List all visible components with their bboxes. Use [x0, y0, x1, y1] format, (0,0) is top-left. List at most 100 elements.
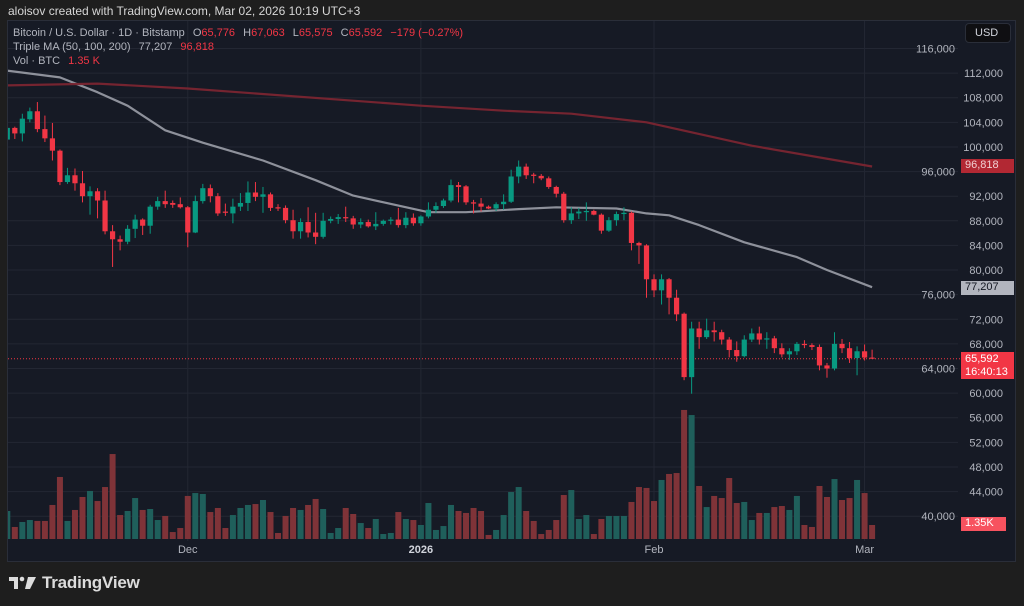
legend-symbol-row[interactable]: Bitcoin / U.S. Dollar · 1D · Bitstamp O6… — [13, 26, 463, 40]
candle — [628, 211, 635, 251]
candle-body — [696, 328, 702, 338]
low-value: 65,575 — [298, 27, 333, 39]
candle — [192, 195, 198, 234]
candle-body — [72, 175, 78, 184]
candle-body — [621, 212, 627, 215]
volume-bar — [49, 504, 56, 539]
candle-body — [704, 330, 710, 338]
volume-bar — [432, 529, 439, 539]
candle — [448, 179, 454, 203]
volume-bar — [778, 506, 785, 539]
volume-value: 1.35 K — [68, 55, 100, 67]
candle — [553, 185, 559, 198]
candle-body — [380, 220, 386, 224]
candle — [373, 212, 379, 231]
y-tick-label: 68,000 — [969, 339, 1003, 351]
candle — [380, 219, 386, 226]
y-tick-label: 40,000 — [921, 511, 955, 523]
legend-ma-row[interactable]: Triple MA (50, 100, 200) 77,207 96,818 — [13, 40, 463, 54]
candle-body — [568, 213, 574, 221]
plot-area — [8, 69, 960, 539]
chart-credit: aloisov created with TradingView.com, Ma… — [8, 4, 361, 18]
volume-bar — [771, 507, 778, 539]
volume-bar — [237, 507, 244, 539]
y-tick-label: 112,000 — [964, 68, 1003, 80]
candle — [170, 200, 176, 208]
candle — [425, 202, 432, 219]
volume-bar — [56, 476, 63, 539]
candle-body — [809, 345, 815, 347]
candle-body — [305, 222, 311, 233]
volume-bar — [117, 515, 124, 539]
chart-panel[interactable] — [7, 20, 1016, 562]
volume-bar — [87, 490, 94, 539]
volume-bar — [455, 510, 462, 539]
candle-body — [34, 111, 40, 130]
candle — [591, 209, 597, 216]
candle — [794, 342, 800, 355]
candle — [831, 332, 838, 371]
y-tick-label: 60,000 — [969, 388, 1003, 400]
tradingview-logo[interactable]: TradingView — [9, 573, 140, 593]
ma200-value: 96,818 — [180, 41, 215, 53]
volume-bar — [11, 526, 18, 539]
y-tick-label: 116,000 — [916, 44, 955, 56]
candle-body — [485, 206, 492, 209]
candle — [49, 122, 56, 161]
candle-body — [350, 218, 356, 225]
volume-bar — [275, 532, 282, 539]
candle-body — [440, 200, 447, 207]
ma200-price-tag: 96,818 — [961, 159, 1014, 173]
candle-body — [508, 176, 514, 202]
volume-bar — [538, 534, 545, 539]
volume-bar — [613, 515, 620, 539]
volume-bar — [327, 532, 334, 539]
volume-bar — [651, 501, 658, 539]
candle-body — [531, 174, 537, 176]
candle-body — [786, 351, 792, 355]
volume-bar — [380, 534, 387, 539]
volume-bar — [71, 509, 78, 539]
volume-bar — [207, 512, 214, 539]
candle — [403, 212, 409, 229]
candle — [155, 196, 161, 210]
candle — [583, 202, 589, 221]
candle-body — [553, 186, 559, 194]
candle-body — [125, 228, 131, 242]
currency-button[interactable]: USD — [965, 23, 1011, 43]
candle-body — [846, 348, 853, 359]
volume-bar — [387, 532, 394, 539]
candle — [237, 193, 244, 211]
volume-bar — [447, 504, 454, 539]
volume-bar — [312, 498, 319, 539]
y-tick-label: 64,000 — [921, 364, 955, 376]
volume-bar — [102, 487, 109, 539]
volume-bar — [831, 479, 838, 539]
volume-bar — [282, 515, 289, 539]
candle-body — [711, 330, 717, 333]
candle-body — [854, 351, 860, 359]
candle — [463, 185, 469, 205]
candle — [764, 332, 770, 349]
candle-body — [673, 297, 680, 315]
candle-body — [606, 220, 612, 231]
volume-bar — [267, 512, 274, 539]
candle — [749, 328, 755, 343]
volume-bar — [681, 409, 688, 539]
candle-body — [598, 214, 604, 231]
candle-body — [260, 194, 266, 197]
candle — [621, 207, 627, 221]
candle — [546, 176, 552, 189]
candle-body — [689, 328, 695, 378]
candle — [681, 312, 687, 381]
volume-bar — [493, 529, 500, 539]
volume-bar — [34, 520, 41, 539]
symbol-description: Bitcoin / U.S. Dollar · 1D · Bitstamp — [13, 27, 185, 39]
legend-volume-row[interactable]: Vol · BTC 1.35 K — [13, 54, 463, 68]
candle — [501, 194, 507, 210]
candle — [418, 215, 424, 226]
candle-body — [628, 212, 635, 243]
candle — [132, 214, 138, 239]
candle-body — [155, 201, 161, 207]
